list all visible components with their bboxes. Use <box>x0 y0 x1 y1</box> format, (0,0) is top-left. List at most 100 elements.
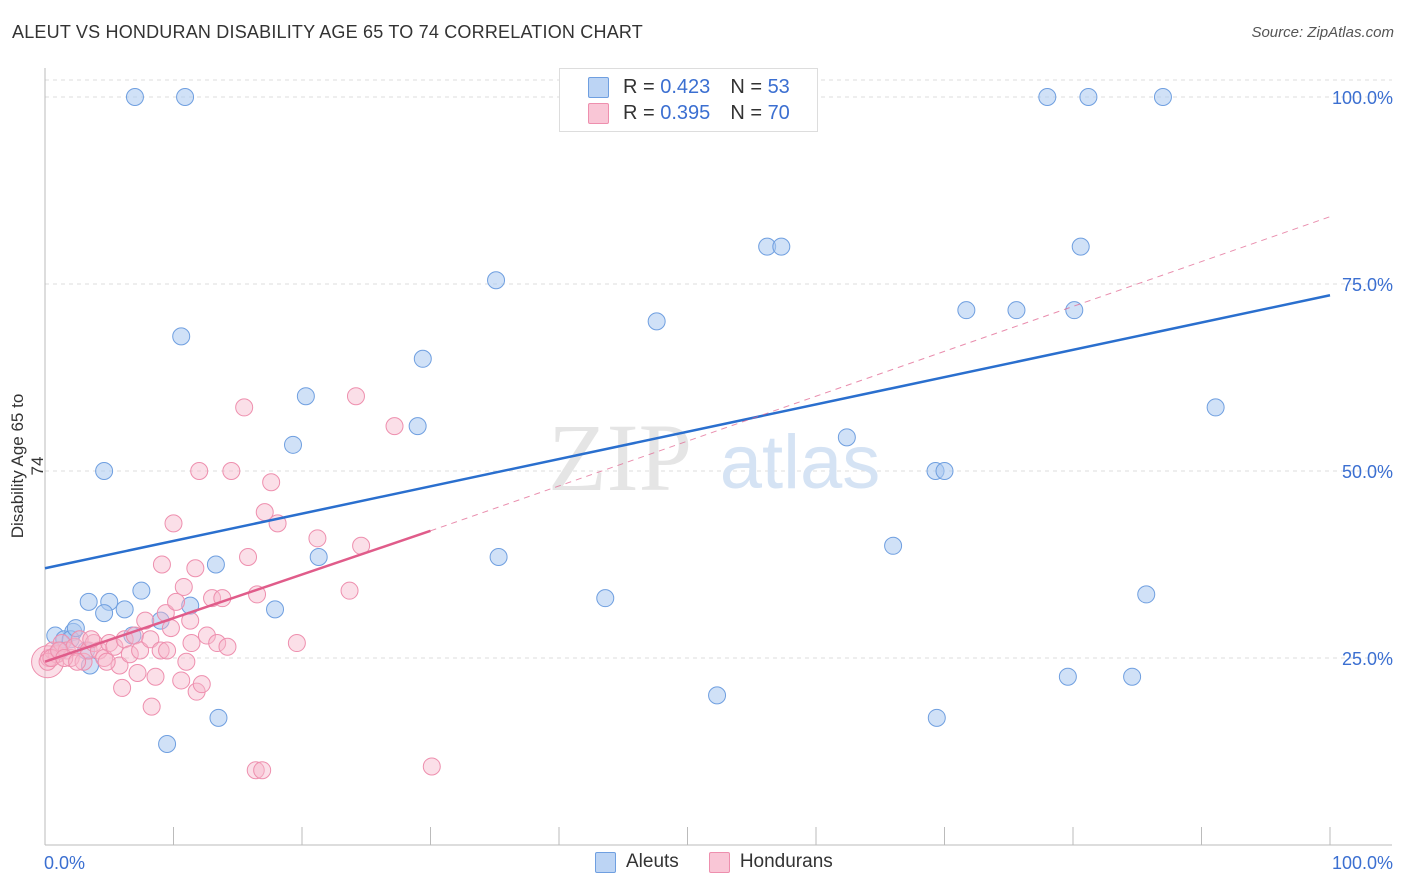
bottom-legend-label: Aleuts <box>626 851 679 872</box>
honduran-point <box>253 761 272 780</box>
aleut-point <box>413 349 432 368</box>
honduran-swatch <box>708 851 730 873</box>
y-axis-label: Disability Age 65 to 74 <box>8 393 47 539</box>
honduran-point <box>158 641 177 660</box>
aleut-point <box>837 428 856 447</box>
aleut-point <box>266 600 285 619</box>
honduran-point <box>136 611 155 630</box>
honduran-point <box>246 761 265 780</box>
aleut-point <box>1153 88 1172 106</box>
aleut-point <box>95 462 114 480</box>
legend-r-label: R = <box>623 75 655 98</box>
honduran-point <box>218 637 237 656</box>
aleut-swatch <box>588 76 609 98</box>
honduran-point <box>208 634 227 653</box>
honduran-point <box>422 757 441 776</box>
honduran-point <box>222 462 241 480</box>
legend-r-value: 0.395 <box>660 101 711 124</box>
honduran-point <box>346 387 365 406</box>
honduran-point <box>174 577 193 596</box>
aleut-point <box>284 435 303 454</box>
honduran-point <box>235 398 254 417</box>
aleut-point <box>884 536 903 555</box>
aleut-point <box>1065 301 1084 320</box>
aleut-point <box>1137 585 1156 604</box>
watermark-atlas: atlas <box>720 420 881 505</box>
honduran-point <box>128 663 147 682</box>
bottom-legend-label: Hondurans <box>739 851 833 872</box>
aleut-point <box>1038 88 1057 106</box>
honduran-points <box>31 387 441 780</box>
honduran-point <box>141 630 160 649</box>
honduran-point <box>167 592 186 611</box>
y-tick-label: 25.0% <box>1342 649 1393 669</box>
aleut-point <box>132 581 151 600</box>
honduran-point <box>308 529 327 548</box>
aleut-point <box>1058 667 1077 686</box>
aleut-point <box>957 301 976 320</box>
honduran-trend-line <box>44 529 431 663</box>
aleut-point <box>209 708 228 727</box>
aleut-point <box>487 271 506 290</box>
x-tick-label: 100.0% <box>1332 853 1393 873</box>
bottom-legend-hondurans: Hondurans <box>708 851 833 873</box>
honduran-point <box>190 462 209 480</box>
axes <box>44 68 1392 846</box>
aleut-point <box>708 686 727 705</box>
aleut-point <box>408 417 427 436</box>
aleut-point <box>1071 237 1090 256</box>
honduran-point <box>177 652 196 671</box>
aleut-swatch <box>595 851 616 873</box>
legend: R = 0.423 N = 53 R = 0.395 N = 70 <box>559 68 818 132</box>
bottom-legend-aleuts: Aleuts <box>595 851 679 873</box>
aleut-point <box>95 604 114 623</box>
honduran-point <box>385 417 404 436</box>
honduran-point <box>131 641 150 660</box>
grid-lines <box>45 79 1392 659</box>
bottom-legend: Aleuts Hondurans <box>595 851 863 873</box>
honduran-point <box>172 671 191 690</box>
honduran-swatch <box>588 102 609 124</box>
honduran-point <box>152 555 171 574</box>
aleut-point <box>176 88 195 106</box>
watermark: ZIP atlas <box>548 404 880 511</box>
honduran-point <box>120 645 139 664</box>
honduran-point <box>182 634 201 653</box>
aleut-point <box>1007 301 1026 320</box>
legend-r-label: R = <box>623 101 655 124</box>
legend-n-value: 53 <box>767 75 790 98</box>
aleut-point <box>296 387 315 406</box>
x-tick-label: 0.0% <box>44 853 85 873</box>
honduran-point <box>151 641 170 660</box>
honduran-point <box>192 675 211 694</box>
y-tick-label: 100.0% <box>1332 88 1393 108</box>
aleut-point <box>115 600 134 619</box>
aleut-point <box>647 312 666 331</box>
y-tick-label: 50.0% <box>1342 462 1393 482</box>
aleut-point <box>125 88 144 106</box>
legend-n-value: 70 <box>767 101 790 124</box>
aleut-point <box>158 735 177 754</box>
honduran-point <box>74 652 93 671</box>
legend-row-aleuts: R = 0.423 N = 53 <box>588 75 790 99</box>
honduran-point <box>340 581 359 600</box>
honduran-point <box>197 626 216 645</box>
aleut-point <box>489 548 508 567</box>
honduran-point <box>287 634 306 653</box>
honduran-point <box>113 678 132 697</box>
chart-title: ALEUT VS HONDURAN DISABILITY AGE 65 TO 7… <box>12 22 643 42</box>
aleut-point <box>172 327 191 346</box>
aleut-point <box>1123 667 1142 686</box>
legend-row-hondurans: R = 0.395 N = 70 <box>588 101 790 125</box>
aleut-point <box>79 592 98 611</box>
honduran-point <box>97 652 116 671</box>
aleut-point <box>772 237 791 256</box>
aleut-point <box>927 708 946 727</box>
honduran-point <box>262 473 281 492</box>
honduran-point <box>164 514 183 533</box>
aleut-point <box>206 555 225 574</box>
trend-lines <box>44 216 1331 663</box>
aleut-point <box>309 548 328 567</box>
tick-labels: 25.0% 50.0% 75.0% 100.0% 0.0% 100.0% <box>44 88 1393 873</box>
